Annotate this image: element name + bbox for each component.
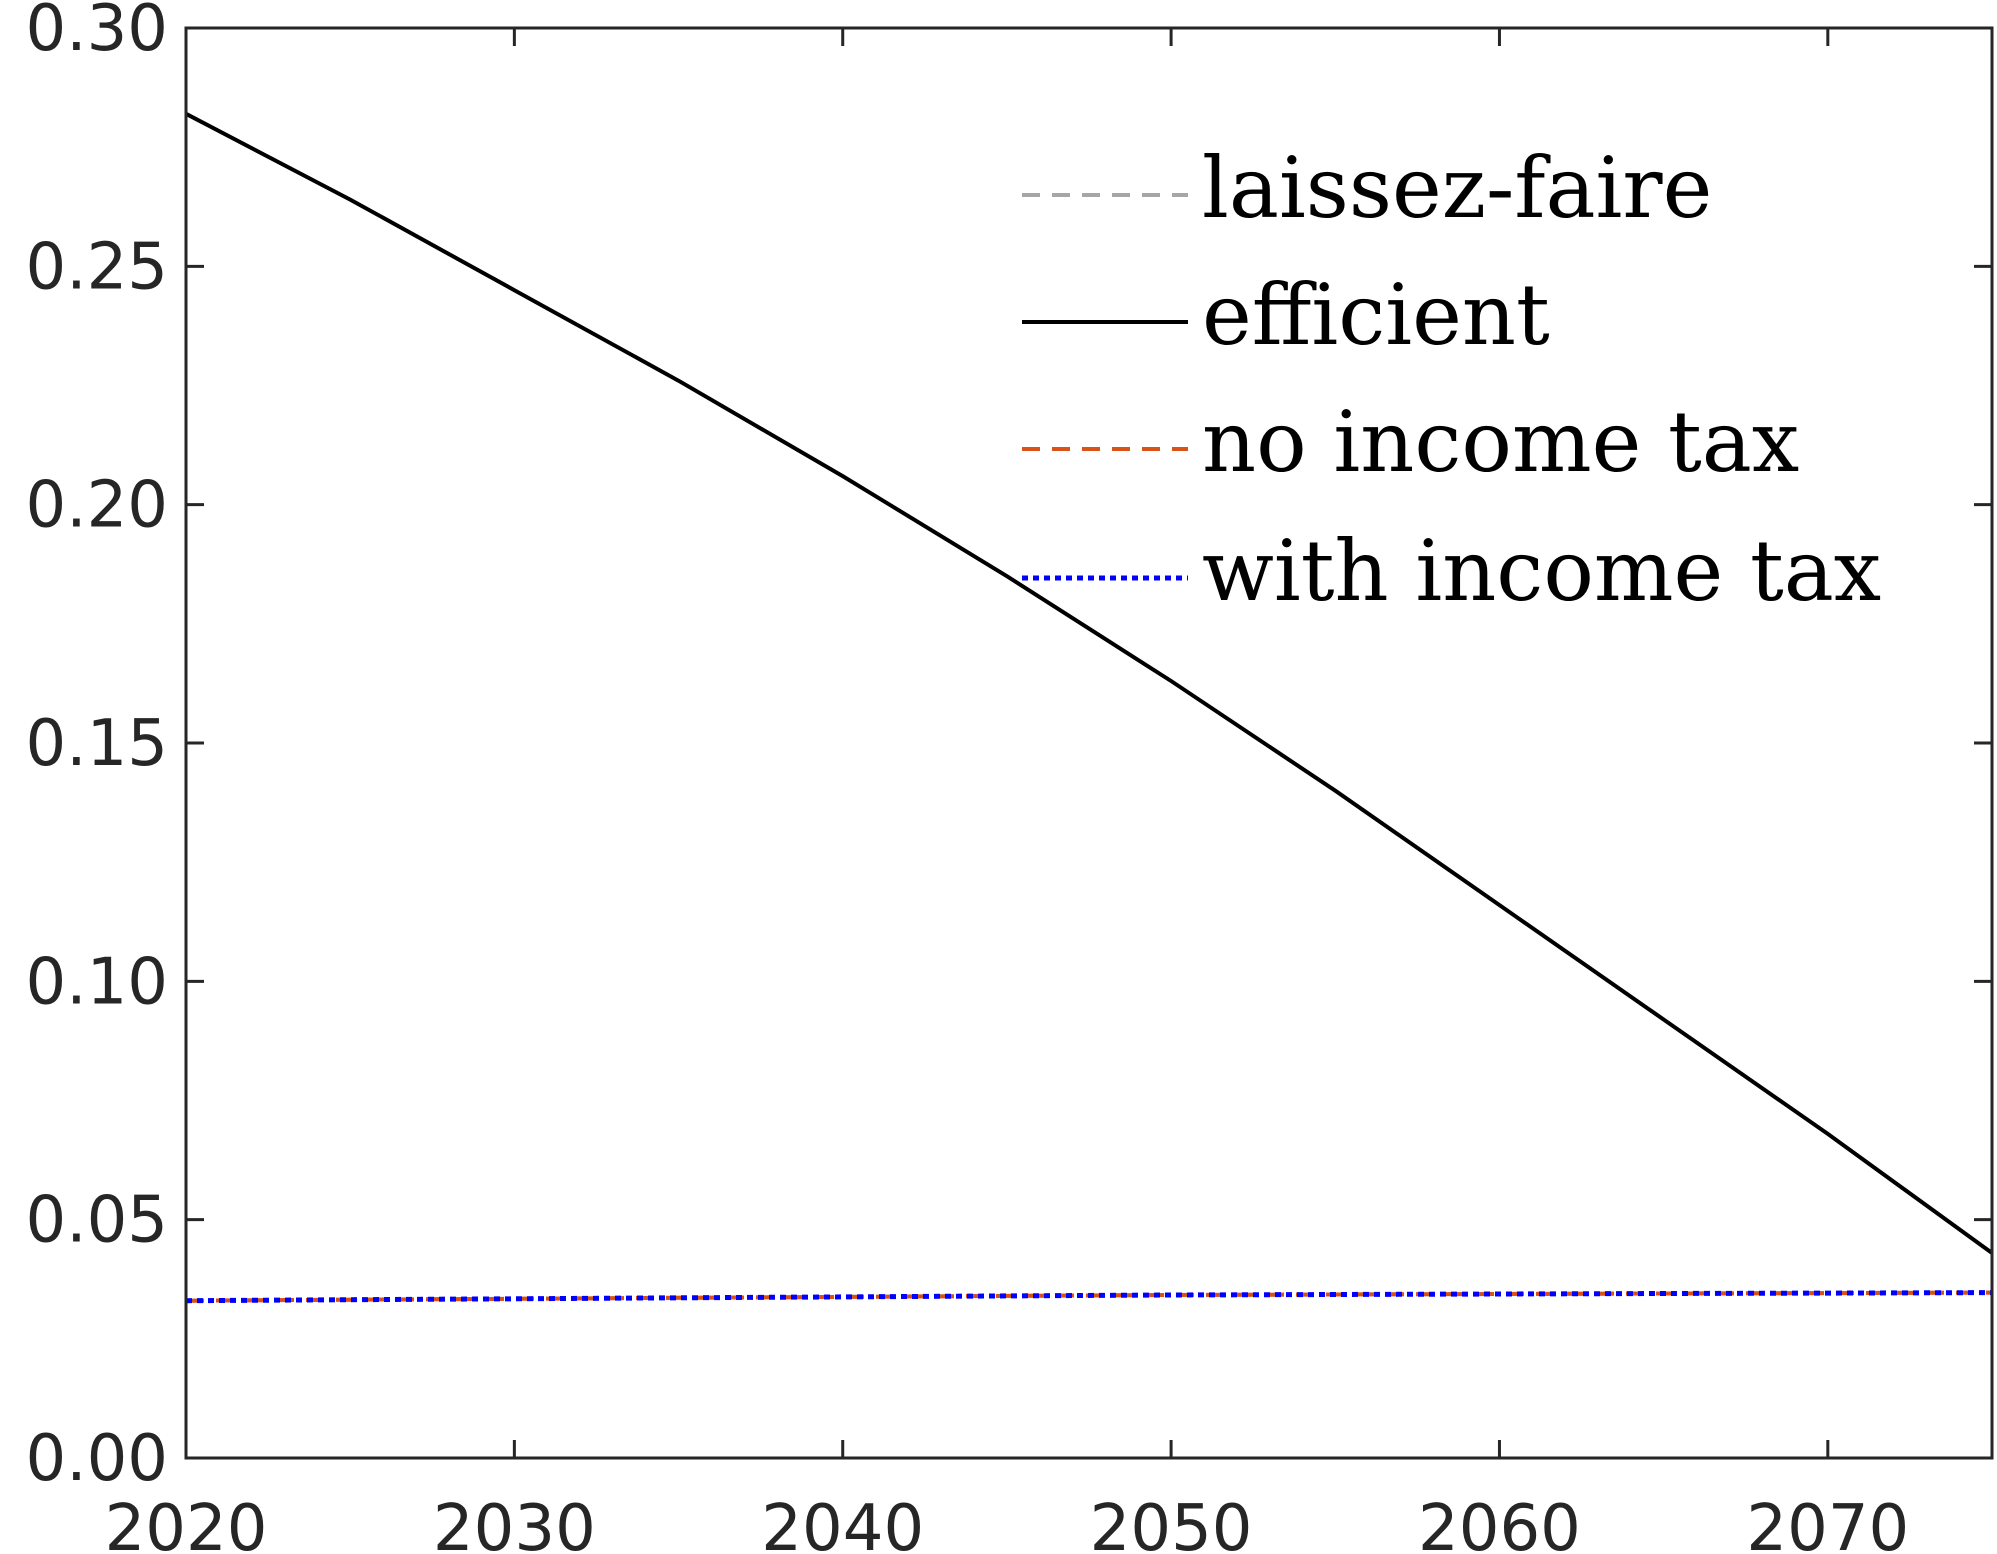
y-tick-label: 0.00 xyxy=(26,1422,169,1496)
y-tick-label: 0.10 xyxy=(26,945,169,1019)
axis-ticks: 2020 2030 2040 2050 2060 2070 0.00 0.05 0.10 0.15… xyxy=(26,0,1992,1554)
series-line-3 xyxy=(185,1290,1993,1304)
y-tick-label: 0.15 xyxy=(26,707,169,781)
plot-frame xyxy=(184,26,1994,1460)
x-tick-label: 2020 xyxy=(105,1492,268,1554)
y-tick-label: 0.20 xyxy=(26,469,169,543)
series-layer xyxy=(185,112,1994,1304)
x-tick-label: 2040 xyxy=(761,1492,924,1554)
series-line-1 xyxy=(185,112,1994,1255)
x-tick-label: 2050 xyxy=(1090,1492,1253,1554)
x-tick-label: 2070 xyxy=(1746,1492,1909,1554)
y-tick-label: 0.30 xyxy=(26,0,169,66)
legend-label-0: laissez-faire xyxy=(1202,139,1712,237)
legend-label-2: no income tax xyxy=(1202,393,1799,491)
legend: laissez-faire efficient no income tax with … xyxy=(1022,139,1881,620)
legend-label-3: with income tax xyxy=(1202,522,1881,620)
x-tick-label: 2060 xyxy=(1418,1492,1581,1554)
y-tick-label: 0.05 xyxy=(26,1184,169,1258)
legend-label-1: efficient xyxy=(1202,266,1550,364)
x-tick-label: 2030 xyxy=(433,1492,596,1554)
y-tick-label: 0.25 xyxy=(26,230,169,304)
